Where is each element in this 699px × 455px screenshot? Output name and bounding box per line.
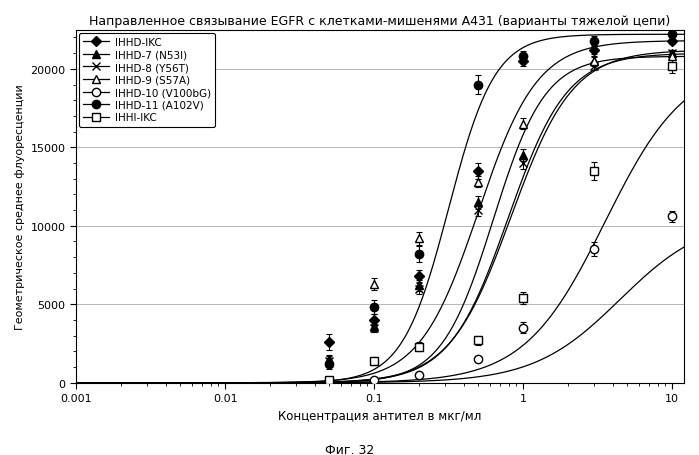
X-axis label: Концентрация антител в мкг/мл: Концентрация антител в мкг/мл [278,409,482,422]
Text: Фиг. 32: Фиг. 32 [325,443,374,455]
Title: Направленное связывание EGFR с клетками-мишенями А431 (варианты тяжелой цепи): Направленное связывание EGFR с клетками-… [89,15,670,28]
Y-axis label: Геометрическое среднее флуоресценции: Геометрическое среднее флуоресценции [15,84,25,329]
Legend: IHHD-IKC, IHHD-7 (N53I), IHHD-8 (Y56T), IHHD-9 (S57A), IHHD-10 (V100bG), IHHD-11: IHHD-IKC, IHHD-7 (N53I), IHHD-8 (Y56T), … [79,34,215,127]
